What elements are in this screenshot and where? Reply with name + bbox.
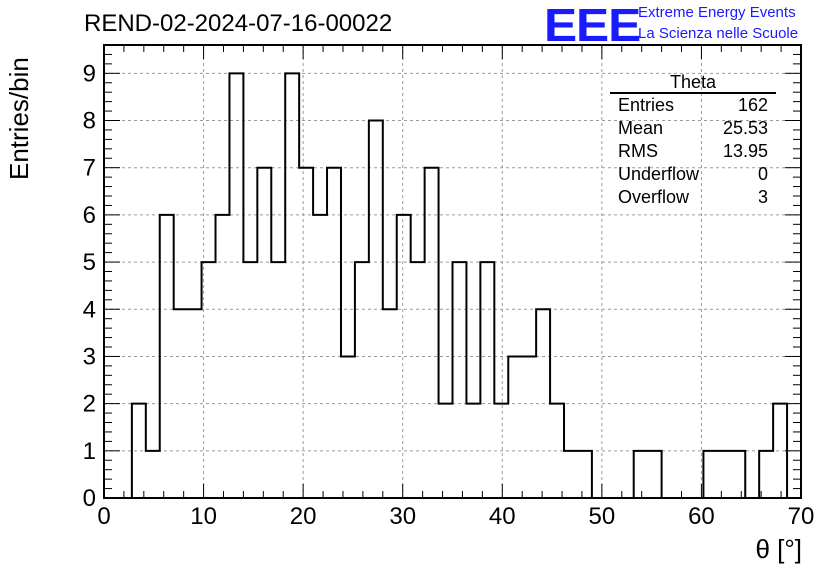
- stats-value: 25.53: [722, 118, 768, 138]
- stats-value: 0: [757, 164, 768, 184]
- x-tick-label: 40: [489, 503, 516, 530]
- stats-value: 3: [757, 187, 768, 207]
- y-tick-label: 5: [83, 249, 96, 276]
- x-tick-label: 0: [97, 503, 110, 530]
- y-tick-label: 0: [83, 485, 96, 512]
- x-tick-label: 50: [589, 503, 616, 530]
- stats-title: Theta: [610, 72, 776, 94]
- stats-label: Mean: [618, 118, 664, 138]
- stats-row-underflow: Underflow 0: [610, 163, 776, 186]
- stats-value: 162: [737, 95, 768, 115]
- y-tick-label: 4: [83, 296, 96, 323]
- y-tick-label: 9: [83, 60, 96, 87]
- logo-line-1: Extreme Energy Events: [638, 4, 796, 21]
- stats-label: Entries: [618, 95, 675, 115]
- stats-row-overflow: Overflow 3: [610, 186, 776, 209]
- stats-label: Overflow: [618, 187, 690, 207]
- eee-logo: EEE: [544, 0, 641, 51]
- logo-line-2: La Scienza nelle Scuole: [638, 25, 799, 42]
- y-tick-label: 8: [83, 108, 96, 135]
- y-tick-label: 1: [83, 438, 96, 465]
- x-tick-label: 20: [290, 503, 317, 530]
- x-tick-label: 10: [190, 503, 217, 530]
- y-tick-label: 6: [83, 202, 96, 229]
- stats-row-entries: Entries 162: [610, 94, 776, 117]
- stats-value: 13.95: [722, 141, 768, 161]
- x-tick-label: 60: [688, 503, 715, 530]
- x-axis-title: θ [°]: [755, 534, 802, 564]
- y-tick-label: 3: [83, 343, 96, 370]
- stats-box: Theta Entries 162 Mean 25.53 RMS 13.95 U…: [610, 72, 776, 209]
- stats-label: RMS: [618, 141, 658, 161]
- y-tick-label: 2: [83, 391, 96, 418]
- y-tick-label: 7: [83, 155, 96, 182]
- stats-label: Underflow: [618, 164, 700, 184]
- stats-row-rms: RMS 13.95: [610, 140, 776, 163]
- run-title: REND-02-2024-07-16-00022: [84, 10, 393, 37]
- x-tick-label: 70: [788, 503, 815, 530]
- stats-row-mean: Mean 25.53: [610, 117, 776, 140]
- x-tick-label: 30: [389, 503, 416, 530]
